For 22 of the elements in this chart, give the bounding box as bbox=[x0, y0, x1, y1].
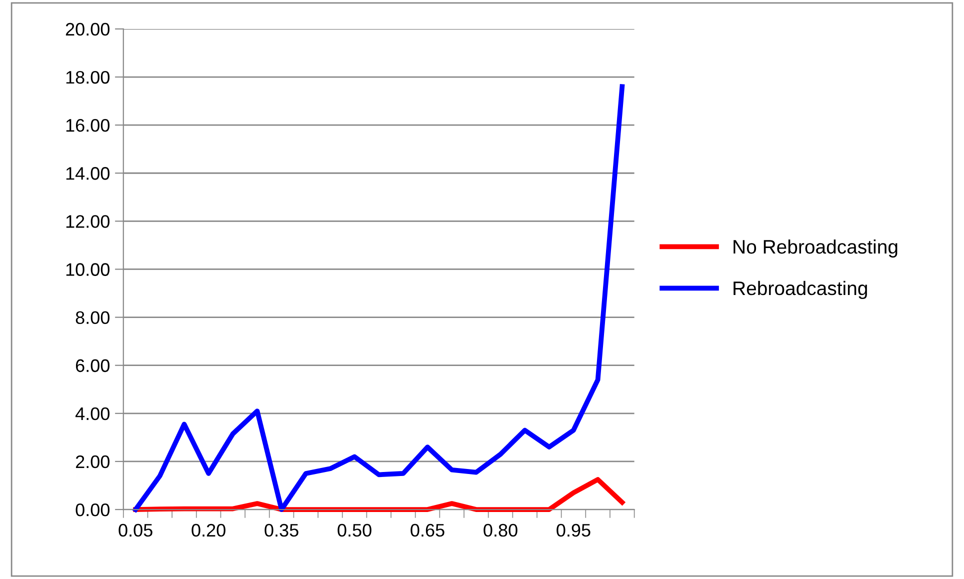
line-series bbox=[133, 84, 625, 512]
legend-label: Rebroadcasting bbox=[734, 280, 867, 300]
y-tick-label: 14.00 bbox=[66, 167, 110, 180]
x-tick-label: 0.50 bbox=[338, 524, 372, 537]
y-tick-label: 18.00 bbox=[66, 70, 110, 84]
y-tick-label: 12.00 bbox=[66, 215, 110, 228]
y-tick-label: 4.00 bbox=[75, 407, 110, 420]
y-tick-label: 20.00 bbox=[66, 22, 110, 36]
legend-label: No Rebroadcasting bbox=[734, 239, 898, 258]
x-tick-label: 0.20 bbox=[192, 524, 226, 537]
x-tick-label: 0.95 bbox=[556, 524, 590, 537]
x-tick-label: 0.80 bbox=[484, 524, 518, 537]
y-tick-label: 0.00 bbox=[76, 503, 110, 516]
x-tick-label: 0.35 bbox=[264, 524, 298, 537]
y-tick-label: 6.00 bbox=[76, 359, 110, 372]
y-tick-label: 8.00 bbox=[76, 311, 110, 324]
y-tick-label: 2.00 bbox=[76, 455, 110, 468]
y-tick-label: 16.00 bbox=[66, 119, 110, 132]
line-series bbox=[133, 477, 625, 512]
x-tick-label: 0.65 bbox=[410, 524, 444, 537]
x-tick-label: 0.05 bbox=[118, 524, 152, 537]
y-tick-label: 10.00 bbox=[66, 263, 110, 276]
